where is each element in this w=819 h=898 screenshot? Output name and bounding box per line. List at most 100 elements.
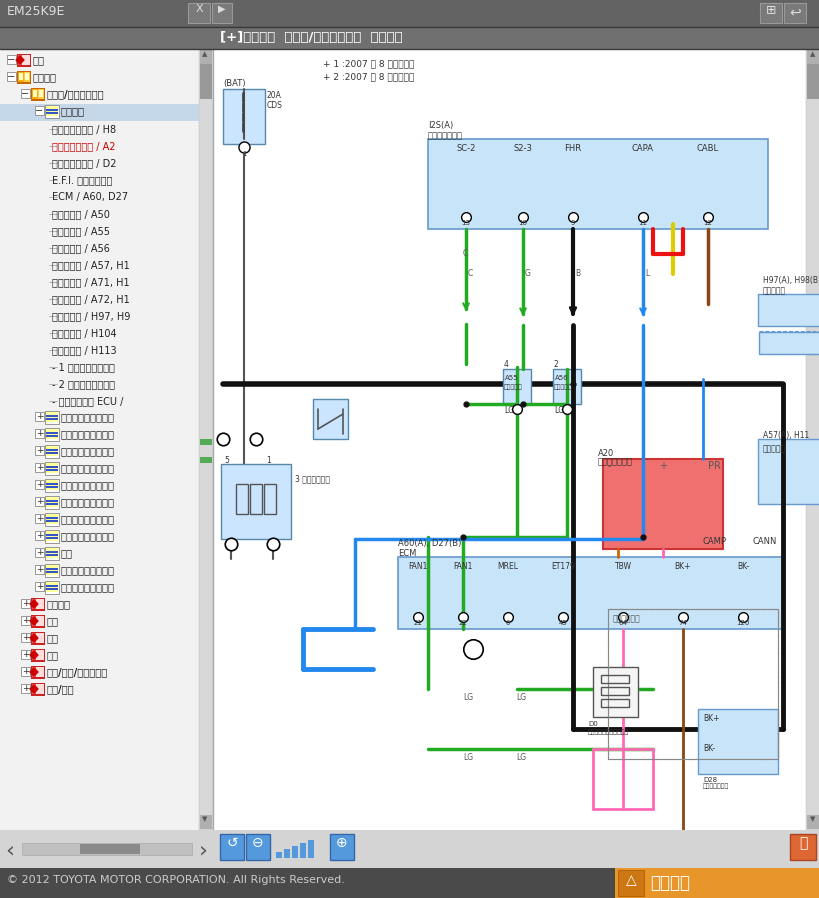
Text: 120: 120 <box>735 620 749 626</box>
Bar <box>45 496 59 509</box>
Text: +: + <box>36 429 43 438</box>
Text: A20: A20 <box>597 449 613 458</box>
Text: A57(A), H11: A57(A), H11 <box>762 431 808 440</box>
Text: +: + <box>36 582 43 591</box>
Bar <box>759 3 781 23</box>
Text: S2-3: S2-3 <box>513 144 532 153</box>
Bar <box>22 55 30 65</box>
Text: © 2012 TOYOTA MOTOR CORPORATION. All Rights Reserved.: © 2012 TOYOTA MOTOR CORPORATION. All Rig… <box>7 875 345 885</box>
Bar <box>45 479 59 492</box>
Bar <box>25 73 29 80</box>
Bar <box>789 834 815 860</box>
Bar <box>602 459 722 549</box>
Text: BK+: BK+ <box>702 714 718 723</box>
Text: 冷却风扇: 冷却风扇 <box>61 106 85 116</box>
Bar <box>46 585 58 587</box>
Bar <box>614 868 819 898</box>
Bar <box>39 90 43 97</box>
Bar <box>600 687 628 695</box>
Bar <box>283 849 290 858</box>
Text: FHR: FHR <box>563 144 581 153</box>
Bar <box>313 399 347 439</box>
Text: LG: LG <box>504 406 514 415</box>
Bar <box>264 484 276 514</box>
Text: 接线连接器: 接线连接器 <box>504 384 523 390</box>
Bar <box>46 415 58 417</box>
Bar <box>46 418 58 420</box>
Bar <box>46 514 58 524</box>
Text: ↩: ↩ <box>788 5 800 19</box>
Bar <box>200 439 212 445</box>
Text: ↺: ↺ <box>226 836 238 850</box>
Bar <box>46 432 58 434</box>
Bar <box>36 650 44 660</box>
Text: 起动（左驾驶车型）: 起动（左驾驶车型） <box>61 565 115 575</box>
Bar <box>45 462 59 475</box>
Text: ⊞: ⊞ <box>765 4 776 17</box>
Bar <box>21 667 30 676</box>
Text: 发动机控制（右驾驶: 发动机控制（右驾驶 <box>61 497 115 507</box>
Bar <box>200 815 212 829</box>
Text: FAN1: FAN1 <box>453 562 472 571</box>
Text: ▲: ▲ <box>809 51 815 57</box>
Bar <box>32 599 38 609</box>
Bar <box>200 457 212 463</box>
Text: 11: 11 <box>638 220 647 226</box>
Bar <box>46 571 58 573</box>
Text: 系统电路: 系统电路 <box>33 72 57 82</box>
Text: 传动系统: 传动系统 <box>47 599 71 609</box>
Bar <box>46 565 58 575</box>
Bar <box>600 699 628 707</box>
Bar <box>21 599 30 608</box>
Text: H97(A), H98(B): H97(A), H98(B) <box>762 276 819 285</box>
Text: 接线连接器 / H104: 接线连接器 / H104 <box>52 328 116 338</box>
Bar <box>35 582 44 591</box>
Text: BK-: BK- <box>702 744 714 753</box>
Text: +: + <box>22 650 29 659</box>
Text: I2S(A): I2S(A) <box>428 121 453 130</box>
Bar <box>21 616 30 625</box>
Text: +: + <box>36 412 43 421</box>
Text: 动态雷达巡航控制（: 动态雷达巡航控制（ <box>61 463 115 473</box>
Text: 64: 64 <box>618 620 627 626</box>
Polygon shape <box>670 859 695 874</box>
Bar <box>46 497 58 507</box>
Text: 22: 22 <box>458 620 467 626</box>
Text: 接线连接器: 接线连接器 <box>554 384 572 390</box>
Text: 21: 21 <box>413 620 422 626</box>
Bar <box>329 834 354 860</box>
Bar <box>31 598 45 611</box>
Text: 曲轴位置传感器 / D2: 曲轴位置传感器 / D2 <box>52 158 116 168</box>
Text: 接线连接器 / A55: 接线连接器 / A55 <box>52 226 110 236</box>
Bar <box>36 667 44 677</box>
Text: +: + <box>36 514 43 523</box>
Text: CAPA: CAPA <box>631 144 654 153</box>
Bar <box>38 89 44 99</box>
Text: 巡航控制（左驾驶车: 巡航控制（左驾驶车 <box>61 412 115 422</box>
Text: 发动机控制（左驾驶: 发动机控制（左驾驶 <box>61 480 115 490</box>
Bar <box>46 429 58 439</box>
Bar <box>46 480 58 490</box>
Bar <box>21 633 30 642</box>
Bar <box>35 497 44 506</box>
Bar <box>212 3 232 23</box>
Bar <box>46 106 58 116</box>
Bar <box>45 513 59 526</box>
Text: 接线连接器 / H97, H9: 接线连接器 / H97, H9 <box>52 311 130 321</box>
Text: 💬: 💬 <box>798 836 806 850</box>
Bar <box>0 868 819 898</box>
Bar <box>46 537 58 539</box>
Bar <box>18 55 24 65</box>
Text: 空调压力传感器: 空调压力传感器 <box>597 457 632 466</box>
Text: C: C <box>463 249 468 258</box>
Bar <box>45 445 59 458</box>
Bar <box>46 435 58 437</box>
Text: 转向: 转向 <box>47 650 59 660</box>
Text: +: + <box>22 667 29 676</box>
Bar <box>21 684 30 693</box>
Bar <box>35 565 44 574</box>
Text: CAMP: CAMP <box>702 537 726 546</box>
Bar <box>31 683 45 696</box>
Text: 10: 10 <box>518 220 527 226</box>
Bar <box>46 449 58 451</box>
